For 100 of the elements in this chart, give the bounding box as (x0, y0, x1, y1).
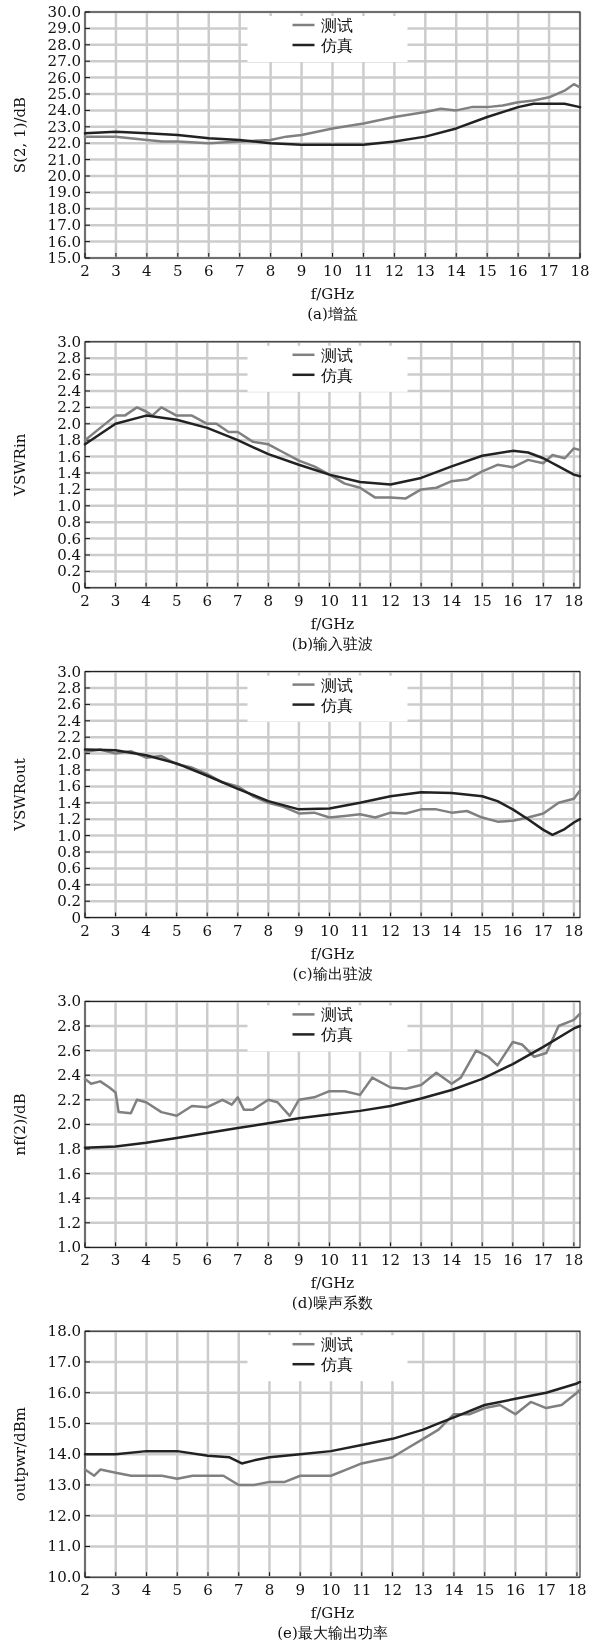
x-tick-label: 7 (234, 262, 245, 280)
y-tick-label: 1.8 (57, 761, 81, 779)
y-tick-label: 1.2 (57, 480, 81, 499)
y-tick-label: 0.2 (57, 892, 81, 911)
y-tick-label: 22.0 (47, 134, 81, 153)
x-tick-label: 10 (319, 1251, 339, 1270)
x-tick-label: 3 (110, 921, 121, 940)
y-axis-title: VSWRout (11, 758, 29, 832)
x-tick-label: 4 (142, 262, 152, 280)
y-tick-label: 28.0 (47, 35, 81, 54)
x-tick-label: 9 (294, 921, 304, 940)
y-tick-label: 1.0 (57, 1238, 81, 1257)
line-series (83, 1388, 582, 1487)
x-tick-label: 12 (381, 921, 401, 940)
x-tick-label: 6 (202, 1251, 212, 1270)
x-tick-label: 15 (475, 1581, 495, 1600)
x-tick-label: 3 (110, 1581, 121, 1600)
x-tick-label: 16 (503, 921, 523, 940)
y-tick-label: 10.0 (47, 1568, 81, 1587)
line-series (83, 102, 582, 147)
x-tick-label: 17 (533, 591, 553, 610)
y-tick-label: 1.6 (57, 777, 81, 796)
x-tick-label: 7 (233, 1581, 244, 1600)
legend-label: 仿真 (319, 36, 353, 55)
x-tick-label: 12 (384, 262, 404, 280)
y-tick-label: 2.8 (57, 1017, 81, 1035)
x-tick-label: 17 (533, 921, 553, 940)
y-tick-label: 1.4 (57, 464, 81, 482)
x-tick-label: 7 (233, 591, 243, 610)
y-tick-label: 20.0 (47, 167, 81, 185)
y-tick-label: 2.8 (57, 349, 81, 368)
x-tick-label: 8 (263, 591, 274, 610)
y-tick-label: 2.2 (57, 398, 81, 417)
x-tick-label: 15 (472, 591, 492, 610)
y-tick-label: 1.2 (57, 810, 81, 829)
y-tick-label: 23.0 (47, 117, 81, 136)
x-tick-label: 8 (263, 1251, 274, 1270)
x-tick-label: 15 (472, 921, 492, 940)
x-tick-label: 4 (141, 921, 151, 940)
x-axis-title: f/GHz (310, 944, 355, 963)
y-tick-label: 11.0 (47, 1537, 81, 1556)
y-tick-label: 2.6 (57, 1041, 81, 1060)
y-tick-label: 25.0 (47, 85, 81, 103)
y-tick-label: 1.2 (57, 1213, 81, 1232)
x-tick-label: 9 (294, 591, 304, 610)
x-tick-label: 10 (322, 262, 343, 280)
x-tick-label: 11 (350, 591, 370, 610)
y-tick-label: 2.6 (57, 365, 81, 384)
x-tick-label: 5 (171, 1251, 182, 1270)
x-tick-label: 5 (173, 262, 183, 280)
x-tick-label: 17 (533, 1251, 553, 1270)
x-tick-label: 17 (536, 1581, 556, 1600)
x-tick-label: 18 (567, 1581, 587, 1600)
x-tick-label: 4 (141, 1581, 152, 1600)
x-axis-title: f/GHz (310, 614, 355, 633)
x-tick-label: 15 (477, 262, 497, 280)
x-tick-label: 14 (446, 262, 466, 280)
x-tick-label: 2 (80, 262, 90, 280)
text: (a)增益 (307, 305, 358, 323)
legend-label: 测试 (320, 345, 353, 365)
x-tick-label: 3 (110, 591, 121, 610)
x-tick-label: 11 (352, 1581, 372, 1600)
y-tick-label: 1.6 (57, 447, 81, 466)
y-tick-label: 0.4 (57, 875, 81, 894)
legend-label: 仿真 (319, 1355, 353, 1375)
x-tick-label: 6 (202, 591, 212, 610)
x-tick-label: 16 (508, 262, 528, 280)
x-tick-label: 2 (80, 1251, 90, 1270)
legend-label: 测试 (320, 1005, 353, 1025)
x-axis-title: f/GHz (310, 1274, 355, 1293)
line-series (83, 1380, 582, 1465)
x-tick-label: 14 (442, 921, 462, 940)
x-tick-label: 13 (411, 1251, 431, 1270)
x-tick-label: 2 (80, 921, 90, 940)
x-tick-label: 10 (319, 921, 339, 940)
x-tick-label: 11 (350, 921, 370, 940)
x-tick-label: 7 (233, 921, 243, 940)
x-tick-label: 11 (350, 1251, 370, 1270)
x-tick-label: 18 (564, 591, 584, 610)
y-tick-label: 3.0 (57, 662, 81, 681)
y-tick-label: 3.0 (57, 332, 81, 351)
y-tick-label: 0.8 (57, 513, 81, 532)
y-tick-label: 2.8 (57, 679, 81, 697)
x-tick-label: 4 (141, 591, 151, 610)
y-tick-label: 2.6 (57, 695, 81, 714)
y-tick-label: 17.0 (47, 216, 81, 235)
text: (e)最大输出功率 (277, 1624, 388, 1643)
line-series (83, 406, 582, 500)
y-tick-label: 1.4 (57, 793, 81, 812)
text: (d)噪声系数 (291, 1294, 374, 1313)
y-tick-label: 29.0 (47, 19, 81, 38)
y-tick-label: 1.0 (57, 496, 81, 515)
x-tick-label: 8 (263, 921, 274, 940)
y-tick-label: 0 (71, 908, 81, 927)
y-tick-label: 0.6 (57, 859, 81, 878)
y-tick-label: 1.4 (57, 1189, 81, 1208)
x-tick-label: 3 (110, 1251, 121, 1270)
y-axis-title: VSWRin (11, 433, 29, 497)
legend-label: 测试 (320, 675, 353, 695)
x-tick-label: 12 (382, 1581, 402, 1600)
